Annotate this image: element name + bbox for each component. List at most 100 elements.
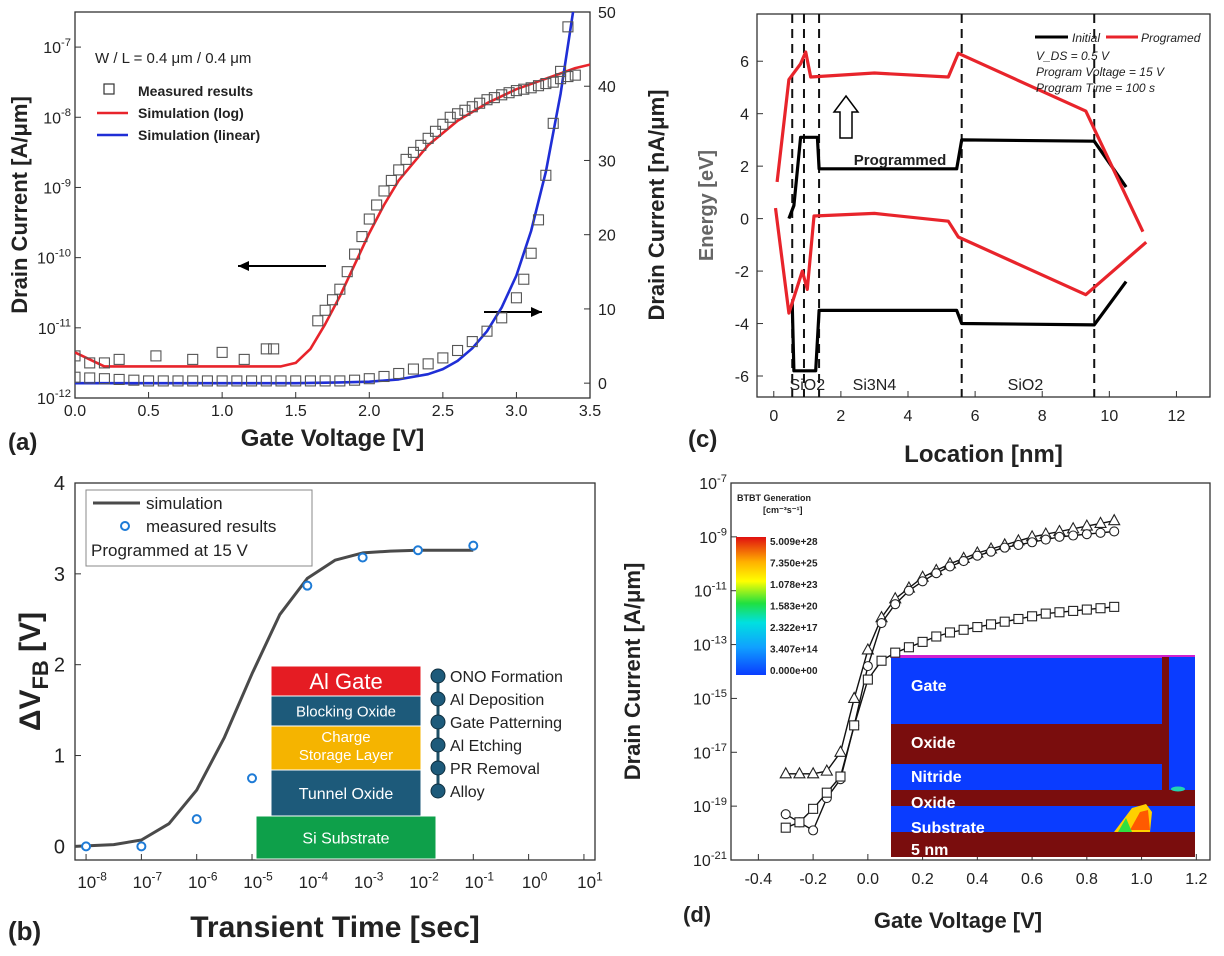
data-point-square	[216, 375, 228, 387]
data-point-square	[334, 283, 346, 295]
data-point-square	[876, 655, 887, 666]
layer-al-gate-label: Al Gate	[309, 669, 382, 694]
y-tick-label: 6	[740, 54, 749, 71]
data-point-square	[128, 374, 140, 386]
x-tick-label: -0.2	[799, 871, 827, 888]
legend-label: measured results	[146, 517, 276, 536]
data-point-circle	[917, 576, 928, 587]
x-tick-label: 10-7	[133, 869, 163, 892]
data-point-triangle	[834, 745, 847, 757]
y-tick-label: 10-19	[693, 796, 727, 816]
y-right-tick-label: 20	[598, 228, 616, 245]
device-nitride	[891, 764, 1195, 790]
x-tick-label: 10-2	[409, 869, 439, 892]
data-point-square	[268, 343, 280, 355]
colorbar-label: 2.322e+17	[770, 623, 818, 634]
data-point-square	[547, 76, 559, 88]
device-layer-label: Oxide	[911, 795, 956, 812]
step-dot	[430, 714, 446, 730]
colorbar-title: BTBT Generation	[737, 493, 811, 503]
device-vertical-oxide	[1162, 657, 1169, 790]
data-point-square	[363, 373, 375, 385]
x-tick-label: 10-5	[243, 869, 273, 892]
y-right-tick-label: 50	[598, 5, 616, 22]
data-point-square	[393, 164, 405, 176]
panel-label: (c)	[688, 426, 717, 453]
x-tick-label: 0.6	[1021, 871, 1043, 888]
data-point-square	[808, 803, 819, 814]
x-tick-label: 1.5	[285, 403, 307, 420]
data-point-square	[931, 631, 942, 642]
data-point-square	[444, 111, 456, 123]
x-tick-label: 1.0	[1130, 871, 1152, 888]
device-bottom	[891, 832, 1195, 857]
data-point-square	[216, 346, 228, 358]
data-point-triangle	[1094, 516, 1107, 528]
layer-charge-storage-label: Charge	[321, 729, 370, 746]
data-point-circle	[903, 585, 914, 596]
band-line	[787, 135, 1128, 220]
data-point-square	[326, 294, 339, 306]
annotation: W / L = 0.4 μm / 0.4 μm	[95, 50, 251, 67]
data-point-square	[150, 350, 162, 362]
data-point-square	[385, 174, 397, 186]
data-point-square	[562, 21, 574, 33]
up-arrow	[832, 94, 860, 139]
data-point-square	[172, 375, 184, 387]
device-oxide-bottom	[891, 790, 1195, 806]
data-point-square	[496, 312, 508, 324]
device-layer-label: 5 nm	[911, 842, 948, 859]
colorbar-label: 3.407e+14	[770, 645, 818, 656]
step-label: Al Etching	[450, 738, 522, 755]
data-point-square	[903, 642, 914, 653]
data-point-square	[999, 616, 1010, 627]
device-gate	[891, 657, 1195, 724]
data-point-square	[334, 375, 346, 387]
measured-point	[302, 580, 313, 591]
y-tick-label: 10-17	[693, 742, 727, 762]
y-tick-label: -6	[735, 369, 749, 386]
step-label: Alloy	[450, 784, 485, 801]
btbt-hotspot-inner	[1130, 810, 1150, 830]
panel-a: 0.0 0.5 1.0 1.5 2.0 2.5 3.0 3.5 10-12 10-11 10-10 1…	[7, 5, 669, 456]
data-point-square	[378, 370, 390, 383]
x-tick-label: 10-6	[188, 869, 218, 892]
data-point-circle	[1095, 527, 1106, 538]
data-point-circle	[780, 809, 791, 820]
data-point-square	[113, 373, 125, 385]
y-axis-title: Energy [eV]	[696, 150, 718, 261]
data-point-circle	[1081, 529, 1092, 540]
legend-label: Simulation (linear)	[138, 127, 260, 143]
x-tick-label: 2.5	[432, 403, 454, 420]
layer-charge-storage-label: Storage Layer	[299, 747, 393, 764]
data-point-square	[260, 375, 272, 387]
y-tick-label: 10-21	[693, 850, 727, 870]
region-label: SiO2	[1008, 377, 1044, 394]
data-point-square	[958, 624, 969, 635]
data-point-square	[437, 352, 449, 364]
x-tick-label: 8	[1038, 408, 1047, 425]
layer-charge-storage	[270, 725, 422, 771]
data-point-circle	[958, 556, 969, 567]
step-dot	[430, 691, 446, 707]
measured-point	[191, 814, 202, 825]
data-point-circle	[985, 546, 997, 557]
x-tick-label: 3.0	[505, 403, 527, 420]
data-point-square	[555, 65, 567, 77]
y-axis-title: Drain Current [A/μm]	[620, 563, 645, 781]
y-tick-label: 10-15	[693, 688, 727, 708]
y-tick-label: 3	[54, 564, 65, 586]
y-left-tick-label: 10-10	[37, 247, 71, 267]
data-point-square	[371, 199, 383, 211]
data-point-square	[540, 169, 552, 181]
data-point-circle	[1068, 530, 1079, 541]
data-point-square	[341, 266, 353, 278]
colorbar-label: 7.350e+25	[770, 559, 818, 570]
data-point-square	[944, 627, 956, 638]
data-point-circle	[808, 825, 819, 836]
data-point-triangle	[820, 763, 834, 776]
data-point-square	[1068, 605, 1079, 616]
data-point-square	[890, 647, 901, 658]
band-line	[773, 207, 1148, 315]
data-point-square	[481, 94, 493, 106]
